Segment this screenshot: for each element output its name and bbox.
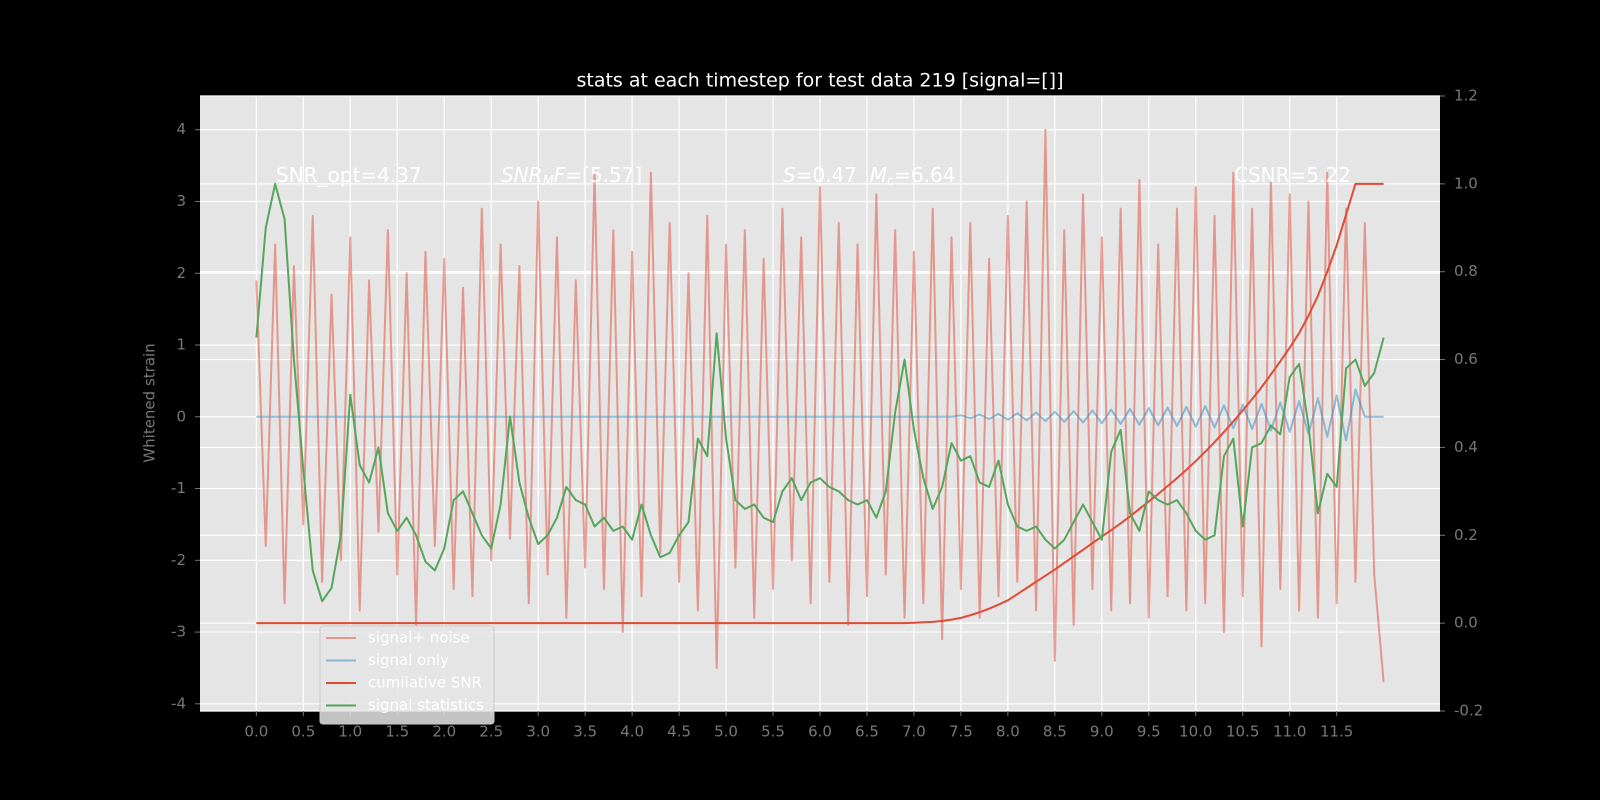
x-tick-label: 1.5 [385, 723, 409, 741]
y2-tick-label: 0.8 [1454, 262, 1478, 280]
series-line [255, 182, 1385, 603]
annotation: SNRMF=[5.57] [501, 163, 642, 189]
annotation-part: S [783, 163, 796, 187]
x-tick-label: 2.5 [479, 723, 503, 741]
annotation-part: =6.64 [894, 163, 955, 187]
annotation-part: =[5.57] [565, 163, 642, 187]
y2-tick-label: 0.4 [1454, 438, 1478, 456]
x-tick-label: 9.5 [1137, 723, 1161, 741]
x-tick-label: 4.0 [620, 723, 644, 741]
y2-tick-label: 0.6 [1454, 350, 1478, 368]
x-tick-label: 7.0 [902, 723, 926, 741]
y-tick-label: 4 [176, 120, 186, 138]
x-tick-label: 10.0 [1179, 723, 1212, 741]
x-tick-label: 11.5 [1320, 723, 1353, 741]
y-tick-label: 1 [176, 336, 186, 354]
x-tick-label: 11.0 [1273, 723, 1306, 741]
annotation: SNR_opt=4.37 [276, 163, 422, 187]
x-tick-label: 4.5 [667, 723, 691, 741]
x-tick-label: 1.0 [338, 723, 362, 741]
chart-title: stats at each timestep for test data 219… [576, 70, 1063, 92]
x-tick-label: 9.0 [1090, 723, 1114, 741]
y-tick-label: -3 [171, 623, 186, 641]
x-tick-label: 7.5 [949, 723, 973, 741]
legend-label: cumilative SNR [368, 674, 482, 692]
x-tick-label: 6.5 [855, 723, 879, 741]
annotation-part: M [543, 174, 554, 189]
annotation-part: F [554, 163, 566, 187]
legend-box [319, 625, 495, 725]
y-tick-label: -4 [171, 694, 186, 712]
legend-label: signal+ noise [368, 629, 470, 647]
annotation: CSNR=5.22 [1234, 163, 1351, 187]
annotation-part: SNR [501, 163, 543, 187]
x-tick-label: 8.5 [1043, 723, 1067, 741]
annotation: S=0.47 Mc=6.64 [783, 163, 955, 189]
series-line [256, 182, 1384, 625]
series-line [256, 388, 1384, 442]
y-tick-label: 0 [176, 407, 186, 425]
y-tick-label: 3 [176, 192, 186, 210]
x-tick-label: 8.0 [996, 723, 1020, 741]
y2-tick-label: 0.0 [1454, 614, 1478, 632]
y-tick-label: -1 [171, 479, 186, 497]
x-tick-label: 2.0 [432, 723, 456, 741]
annotation-part: c [887, 174, 894, 189]
legend-label: signal only [368, 651, 449, 669]
legend-label: signal statistics [368, 696, 484, 714]
series-line [255, 128, 1385, 683]
annotation-part: =0.47 [796, 163, 870, 187]
x-tick-label: 3.0 [526, 723, 550, 741]
y2-tick-label: -0.2 [1454, 702, 1483, 720]
y-tick-label: 2 [176, 264, 186, 282]
x-tick-label: 5.0 [714, 723, 738, 741]
annotation-part: M [870, 163, 887, 187]
y2-tick-label: 1.2 [1454, 87, 1478, 105]
annotation-part: CSNR=5.22 [1234, 163, 1351, 187]
x-tick-label: 3.5 [573, 723, 597, 741]
y2-tick-label: 0.2 [1454, 526, 1478, 544]
y-tick-label: -2 [171, 551, 186, 569]
y-axis-label: Whitened strain [141, 343, 159, 462]
x-tick-label: 5.5 [761, 723, 785, 741]
annotation-part: SNR_opt=4.37 [276, 163, 422, 187]
y2-tick-label: 1.0 [1454, 174, 1478, 192]
x-tick-label: 10.5 [1226, 723, 1259, 741]
x-tick-label: 0.0 [244, 723, 268, 741]
x-tick-label: 0.5 [291, 723, 315, 741]
x-tick-label: 6.0 [808, 723, 832, 741]
